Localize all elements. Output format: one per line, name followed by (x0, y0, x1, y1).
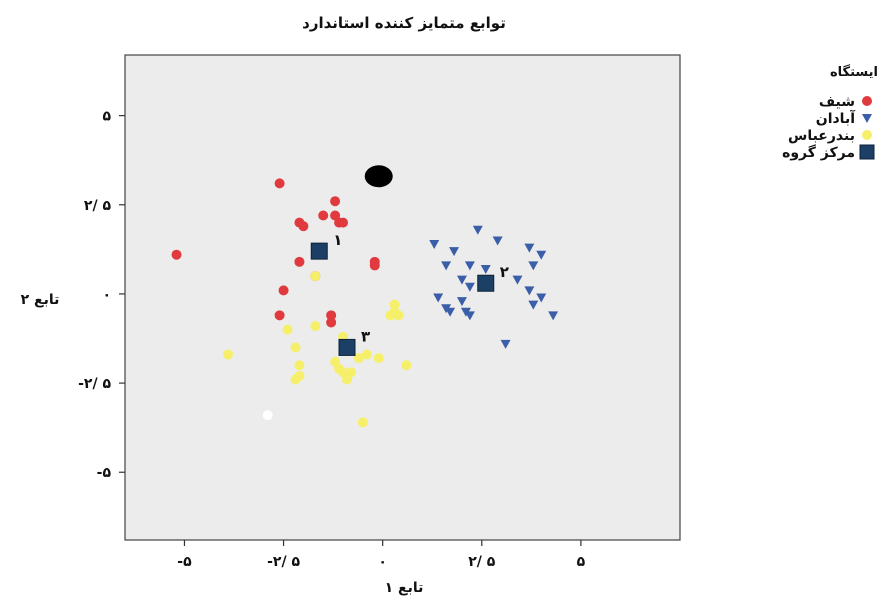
y-tick-label: ۵ (102, 109, 111, 125)
data-point (310, 321, 321, 332)
data-point-triangle (464, 311, 475, 321)
extra-marker (262, 410, 273, 421)
data-point-triangle (528, 261, 539, 271)
data-point (369, 260, 380, 271)
data-point (373, 353, 384, 364)
data-point-triangle (433, 293, 444, 303)
data-point (330, 356, 341, 367)
centroid-marker (338, 338, 356, 356)
data-point (389, 299, 400, 310)
legend-item-label: بندرعباس (788, 128, 855, 144)
data-point (294, 360, 305, 371)
data-point (330, 196, 341, 207)
data-point (278, 285, 289, 296)
data-point-triangle (536, 293, 547, 303)
data-point (353, 353, 364, 364)
y-tick-label: -۵ (97, 465, 112, 481)
data-point-triangle (492, 236, 503, 246)
centroid-label: ۲ (500, 263, 509, 281)
data-point (361, 349, 372, 360)
centroid-marker (477, 274, 495, 292)
y-tick-label: ۰ (102, 287, 111, 303)
data-point-triangle (472, 225, 483, 235)
legend-marker (862, 130, 872, 140)
legend-item-label: شیف (819, 94, 855, 110)
data-point (385, 310, 396, 321)
group-centroids: ۱ ۲ ۳ (310, 231, 509, 356)
x-tick-label: ۲/ ۵ (468, 554, 496, 570)
data-point (274, 178, 285, 189)
extra-marker (364, 165, 393, 188)
data-point (282, 324, 293, 335)
data-point-triangle (528, 300, 539, 310)
legend-title: ایستگاه (830, 64, 878, 80)
data-point-triangle (524, 286, 535, 296)
x-tick-label: -۵ (177, 554, 192, 570)
data-point-triangle (429, 240, 440, 250)
data-point (393, 310, 404, 321)
y-tick-label: -۲/ ۵ (78, 376, 111, 392)
centroid-label: ۳ (361, 327, 370, 345)
data-point (318, 210, 329, 221)
data-point (298, 221, 309, 232)
data-point-triangle (464, 261, 475, 271)
data-point (401, 360, 412, 371)
data-point-triangle (445, 307, 456, 317)
x-axis: -۵ -۲/ ۵ ۰ ۲/ ۵ ۵ (177, 540, 586, 570)
data-point-triangle (456, 275, 467, 285)
data-point (294, 256, 305, 267)
data-point (223, 349, 234, 360)
y-axis: ۵ ۲/ ۵ ۰ -۲/ ۵ -۵ (78, 109, 125, 481)
data-point (342, 374, 352, 385)
chart-title: توابع متمایز کننده استاندارد (302, 14, 506, 32)
x-tick-label: ۰ (378, 554, 387, 570)
data-point (357, 417, 368, 428)
y-axis-label: تابع ۲ (21, 292, 60, 308)
data-points (171, 165, 559, 428)
data-point-triangle (500, 339, 511, 349)
data-point-triangle (524, 243, 535, 253)
data-point (290, 374, 301, 385)
centroid-label: ۱ (333, 231, 342, 249)
legend-item-label: مرکز گروه (782, 144, 855, 161)
centroid-marker (310, 242, 328, 260)
x-tick-label: ۵ (577, 554, 586, 570)
data-point (171, 249, 182, 260)
data-point-triangle (548, 311, 559, 321)
data-point-triangle (480, 264, 491, 274)
data-point (338, 217, 349, 228)
legend-marker (859, 144, 875, 160)
data-point-triangle (456, 297, 467, 307)
data-point-triangle (441, 261, 452, 271)
y-tick-label: ۲/ ۵ (84, 198, 112, 214)
x-tick-label: -۲/ ۵ (267, 554, 300, 570)
legend-marker (862, 114, 872, 123)
data-point-triangle (512, 275, 523, 285)
data-point (326, 317, 337, 328)
legend-marker (862, 96, 872, 106)
data-point-triangle (536, 250, 547, 260)
legend-item-label: آبادان (816, 109, 856, 127)
data-point-triangle (449, 247, 460, 257)
x-axis-label: تابع ۱ (385, 580, 424, 596)
plot-area (124, 54, 681, 541)
data-point (274, 310, 285, 321)
data-point-triangle (464, 282, 475, 292)
data-point (290, 342, 301, 353)
data-point (310, 271, 321, 282)
data-point (326, 310, 337, 321)
